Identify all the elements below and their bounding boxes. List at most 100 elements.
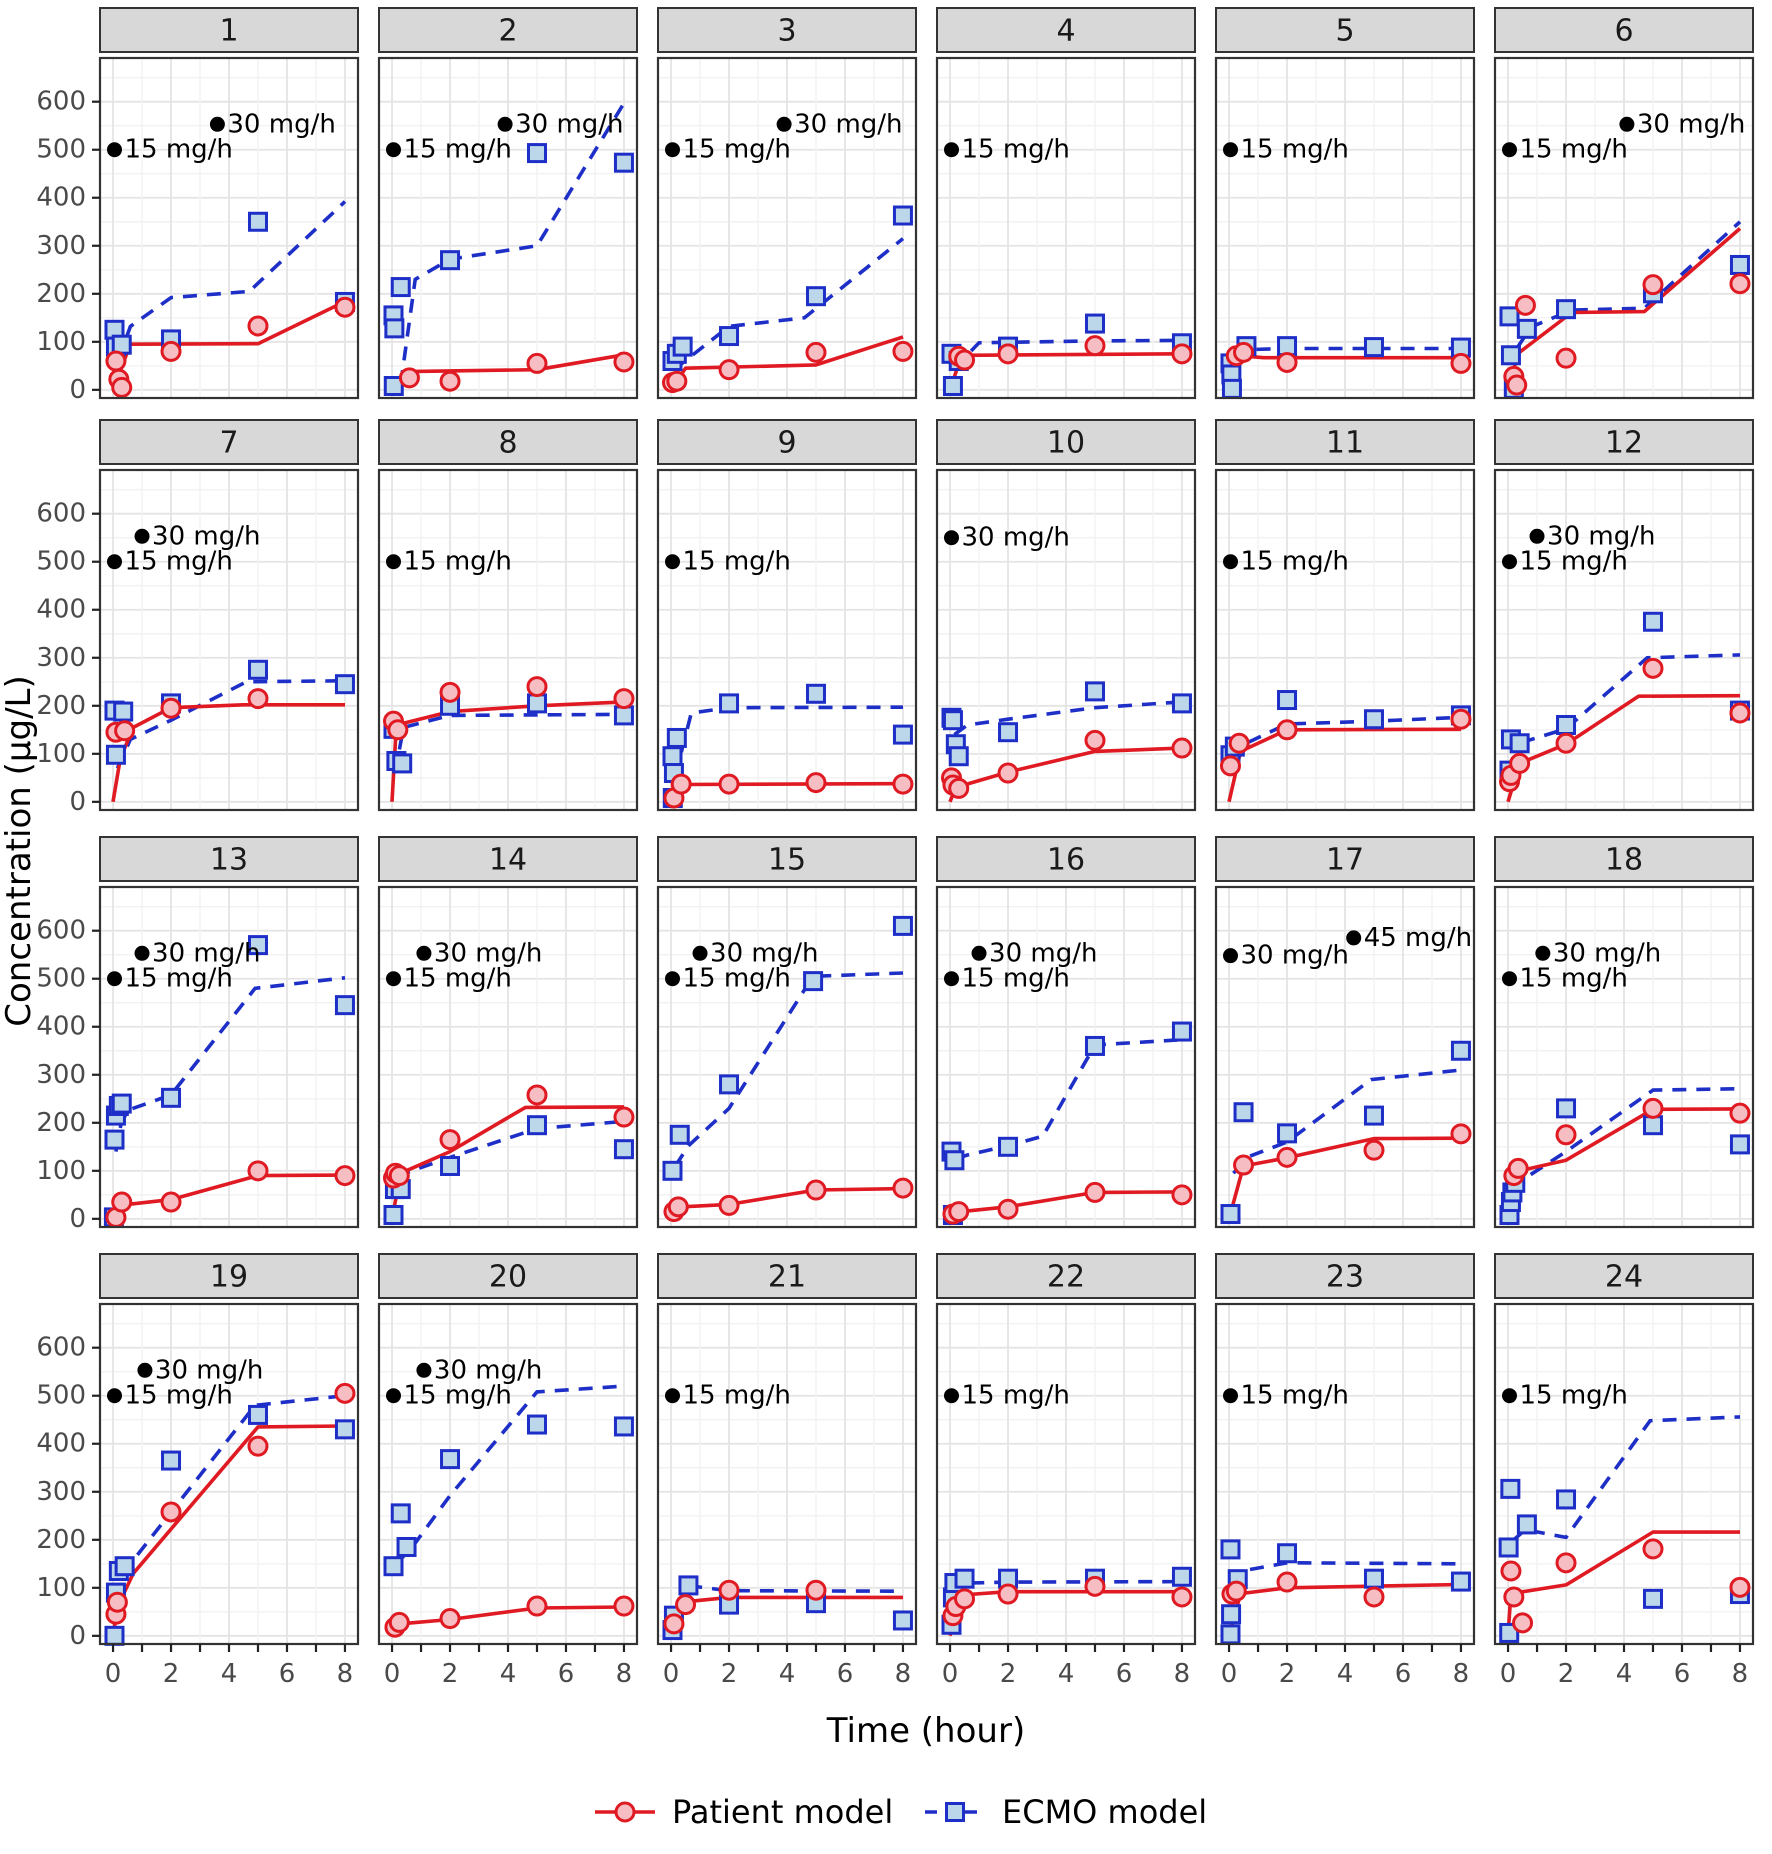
patient-point	[1228, 732, 1250, 754]
facet-strip	[1215, 836, 1475, 882]
panel-9: 9 15 mg/h	[656, 419, 918, 812]
ecmo-point	[1642, 1588, 1663, 1609]
facet-strip-label: 20	[489, 1260, 527, 1295]
dose-marker-icon	[1501, 1388, 1517, 1404]
dose-marker-icon	[416, 945, 432, 961]
panel-border	[377, 885, 639, 1229]
patient-point	[675, 1594, 697, 1616]
patient-point	[1450, 1123, 1472, 1145]
dose-annotation: 30 mg/h	[961, 523, 1069, 553]
facet-strip-label: 7	[219, 426, 238, 461]
patient-point	[948, 1201, 970, 1223]
dose-marker-icon	[1222, 1388, 1238, 1404]
ecmo-point	[113, 701, 134, 722]
y-tick-label: 0	[69, 787, 86, 817]
ecmo-point	[1363, 1568, 1384, 1589]
patient-point	[160, 1501, 182, 1523]
dose-marker-icon	[106, 142, 122, 158]
ecmo-point	[1729, 1134, 1750, 1155]
patient-point	[718, 1194, 740, 1216]
patient-point	[1084, 729, 1106, 751]
patient-point	[1233, 1154, 1255, 1176]
ecmo-model-line	[114, 976, 346, 1152]
dose-marker-icon	[943, 1388, 959, 1404]
dose-annotation: 15 mg/h	[682, 964, 790, 994]
ecmo-model-line	[1232, 1068, 1462, 1175]
ecmo-point	[1221, 378, 1242, 399]
ecmo-point	[1171, 1021, 1192, 1042]
ecmo-point	[944, 1150, 965, 1171]
facet-strip	[1215, 7, 1475, 53]
ecmo-point	[1277, 690, 1298, 711]
facet-strip	[1494, 7, 1754, 53]
dose-marker-icon	[134, 528, 150, 544]
panel-14: 14 15 mg/h30 mg/h	[377, 836, 639, 1229]
x-tick-label: 0	[105, 1659, 122, 1689]
panel-border	[656, 56, 918, 400]
panel-border	[1493, 885, 1755, 1229]
patient-point	[111, 376, 133, 398]
patient-model-line	[1506, 1530, 1740, 1636]
dose-annotation: 15 mg/h	[1519, 547, 1627, 577]
dose-marker-icon	[385, 142, 401, 158]
dose-marker-icon	[209, 116, 225, 132]
ecmo-point	[1084, 313, 1105, 334]
facet-strip	[1494, 1253, 1754, 1299]
ecmo-model-line	[673, 971, 904, 1167]
patient-point	[439, 681, 461, 703]
ecmo-point	[1171, 693, 1192, 714]
patient-point	[718, 1579, 740, 1601]
patient-point	[105, 350, 127, 372]
dose-annotation: 15 mg/h	[403, 547, 511, 577]
x-tick-label: 2	[163, 1659, 180, 1689]
patient-point	[997, 343, 1019, 365]
legend-patient-marker-icon	[614, 1801, 636, 1823]
patient-point	[892, 340, 914, 362]
dose-marker-icon	[971, 945, 987, 961]
ecmo-point	[1221, 1604, 1242, 1625]
panel-border	[935, 468, 1197, 812]
dose-annotation: 15 mg/h	[961, 135, 1069, 165]
facet-strip	[657, 1253, 917, 1299]
panel-border	[98, 885, 360, 1229]
dose-marker-icon	[664, 554, 680, 570]
dose-annotation: 15 mg/h	[403, 1381, 511, 1411]
patient-point	[1642, 274, 1664, 296]
ecmo-point	[390, 277, 411, 298]
dose-marker-icon	[1346, 930, 1362, 946]
y-tick-label: 500	[36, 547, 86, 577]
dose-annotation: 15 mg/h	[1519, 135, 1627, 165]
dose-marker-icon	[497, 116, 513, 132]
patient-point	[1729, 273, 1751, 295]
x-tick-label: 4	[779, 1659, 796, 1689]
patient-point	[718, 773, 740, 795]
ecmo-point	[669, 1124, 690, 1145]
facet-strip-label: 4	[1056, 14, 1075, 49]
x-tick-label: 0	[942, 1659, 959, 1689]
dose-marker-icon	[1222, 142, 1238, 158]
ecmo-point	[1220, 1539, 1241, 1560]
ecmo-point	[334, 1419, 355, 1440]
ecmo-point	[526, 143, 547, 164]
patient-point	[439, 370, 461, 392]
facet-strip	[657, 7, 917, 53]
ecmo-point	[954, 1568, 975, 1589]
ecmo-point	[662, 1160, 683, 1181]
patient-point	[667, 1196, 689, 1218]
facet-strip	[1215, 1253, 1475, 1299]
panel-23: 23 15 mg/h 0 2 4 6 8	[1214, 1253, 1476, 1689]
dose-marker-icon	[1222, 948, 1238, 964]
dose-annotation: 15 mg/h	[1240, 547, 1348, 577]
patient-point	[334, 1382, 356, 1404]
ecmo-point	[383, 1204, 404, 1225]
panel-border	[656, 468, 918, 812]
y-tick-label: 100	[36, 327, 86, 357]
ecmo-model-line	[953, 700, 1183, 737]
x-tick-label: 4	[500, 1659, 517, 1689]
facet-strip	[936, 419, 1196, 465]
panel-2: 2 15 mg/h30 mg/h	[377, 7, 639, 400]
dose-annotation: 15 mg/h	[1519, 1381, 1627, 1411]
facet-strip-label: 10	[1047, 426, 1085, 461]
ecmo-point	[247, 211, 268, 232]
x-tick-label: 4	[1337, 1659, 1354, 1689]
